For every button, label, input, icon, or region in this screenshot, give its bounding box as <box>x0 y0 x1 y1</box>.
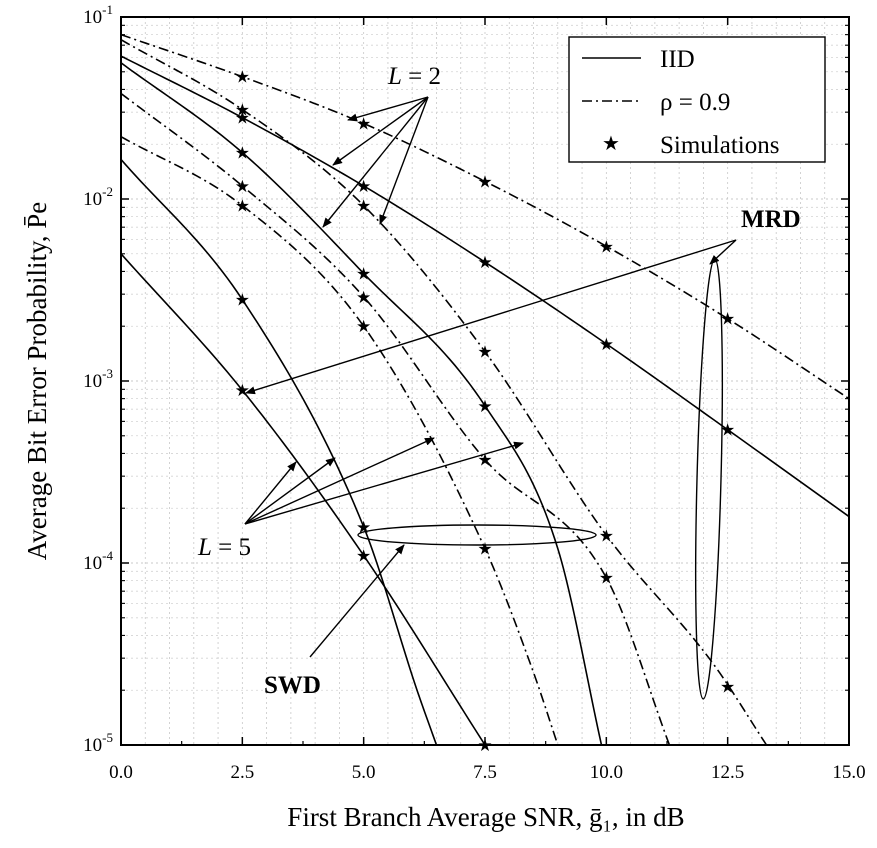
simulation-marker: ★ <box>477 172 492 191</box>
simulation-marker: ★ <box>235 109 250 128</box>
axis-ticks: 0.0 2.5 5.0 7.5 10.0 12.5 15.0 10-5 10-4 10-3 10-2… <box>83 2 865 783</box>
mrd-line-lower <box>245 239 737 395</box>
y-tick-label: 10-1 <box>83 2 113 28</box>
series-curve-1 <box>120 33 850 400</box>
y-tick-label: 10-3 <box>83 366 113 392</box>
legend-label-iid: IID <box>660 46 695 73</box>
x-tick-label: 2.5 <box>230 762 254 783</box>
arrow-L5-b <box>244 457 336 525</box>
annotation-swd: SWD <box>264 672 321 699</box>
simulation-marker: ★ <box>720 310 735 329</box>
series-curve-2 <box>120 62 603 746</box>
simulation-marker: ★ <box>356 197 371 216</box>
simulation-marker: ★ <box>599 335 614 354</box>
simulation-markers: ★★★★★★★★★★★★★★★★★★★★★★★★★★★★★★ <box>235 68 736 755</box>
simulation-marker: ★ <box>356 288 371 307</box>
legend-marker-sim: ★ <box>602 133 620 155</box>
simulation-marker: ★ <box>477 343 492 362</box>
mrd-line-upper <box>709 239 737 265</box>
simulation-marker: ★ <box>356 317 371 336</box>
arrow-L2-d <box>379 96 429 225</box>
y-tick-label: 10-4 <box>83 548 113 574</box>
arrow-L5-d <box>244 441 524 525</box>
simulation-marker: ★ <box>477 253 492 272</box>
simulation-marker: ★ <box>235 197 250 216</box>
series-curve-3 <box>120 39 768 746</box>
y-axis-title: Average Bit Error Probability, P̄e <box>22 202 52 560</box>
simulation-marker: ★ <box>235 291 250 310</box>
legend: IID ρ = 0.9 ★ Simulations <box>568 36 826 163</box>
x-axis-title: First Branch Average SNR, ḡ₁, in dB <box>287 802 684 832</box>
simulation-marker: ★ <box>356 177 371 196</box>
simulation-marker: ★ <box>235 177 250 196</box>
simulation-marker: ★ <box>235 68 250 87</box>
simulation-marker: ★ <box>356 114 371 133</box>
annotation-L2: L = 2 <box>387 63 441 90</box>
arrow-L2-a <box>347 96 429 122</box>
series-curve-4 <box>120 158 438 746</box>
series-curve-5 <box>120 253 486 746</box>
simulation-marker: ★ <box>235 144 250 163</box>
simulation-marker: ★ <box>356 518 371 537</box>
arrow-L2-c <box>322 96 429 228</box>
series-curve-6 <box>120 135 559 746</box>
simulation-marker: ★ <box>599 237 614 256</box>
simulation-marker: ★ <box>356 264 371 283</box>
simulation-marker: ★ <box>720 677 735 696</box>
legend-label-sim: Simulations <box>660 132 779 159</box>
swd-line <box>309 544 405 658</box>
simulation-marker: ★ <box>235 101 250 120</box>
x-tick-label: 10.0 <box>590 762 623 783</box>
simulation-marker: ★ <box>720 421 735 440</box>
simulation-marker: ★ <box>356 546 371 565</box>
annotation-mrd: MRD <box>741 206 801 233</box>
arrow-L5-a <box>244 461 297 525</box>
simulation-marker: ★ <box>235 381 250 400</box>
x-tick-label: 7.5 <box>473 762 497 783</box>
swd-ellipse <box>357 524 597 546</box>
annotations: L = 2 L = 5 MRD SWD <box>197 63 801 700</box>
annotation-L5: L = 5 <box>197 534 251 561</box>
x-tick-label: 0.0 <box>109 762 133 783</box>
curves-layer <box>120 33 850 746</box>
arrow-L2-b <box>332 96 429 166</box>
x-tick-label: 15.0 <box>832 762 865 783</box>
mrd-ellipse <box>694 258 724 700</box>
x-tick-label: 5.0 <box>352 762 376 783</box>
simulation-marker: ★ <box>599 526 614 545</box>
series-curve-7 <box>120 92 671 746</box>
series-curve-0 <box>120 55 850 518</box>
simulation-marker: ★ <box>477 397 492 416</box>
legend-label-rho: ρ = 0.9 <box>660 89 730 116</box>
x-tick-label: 12.5 <box>711 762 744 783</box>
y-tick-label: 10-5 <box>83 730 113 756</box>
y-tick-label: 10-2 <box>83 184 113 210</box>
simulation-marker: ★ <box>477 540 492 559</box>
simulation-marker: ★ <box>599 569 614 588</box>
arrow-L5-c <box>244 437 435 525</box>
